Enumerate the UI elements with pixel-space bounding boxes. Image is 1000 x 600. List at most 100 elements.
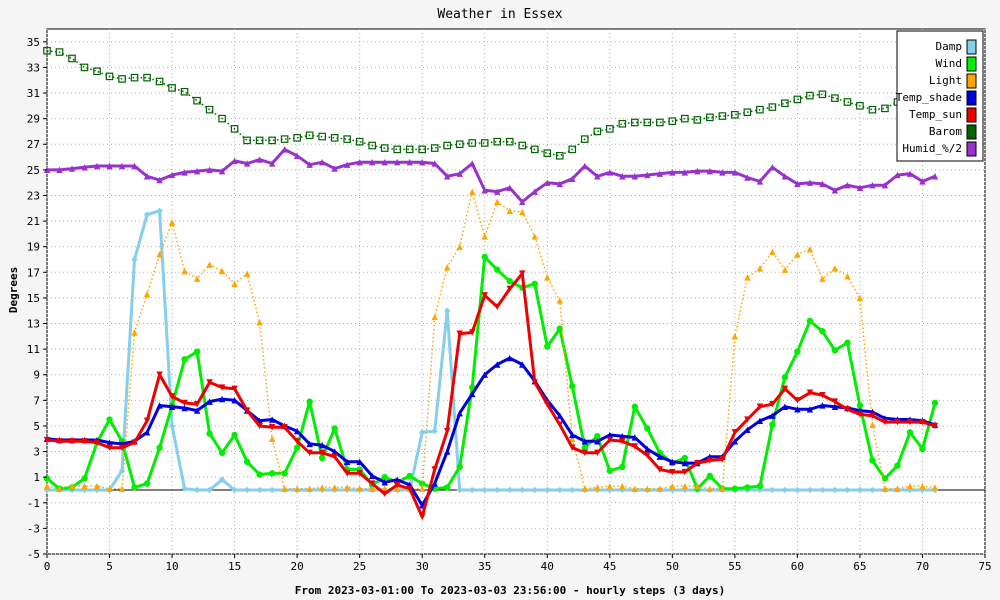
data-point: [143, 173, 151, 180]
data-point: [131, 162, 138, 170]
data-point: [218, 395, 226, 403]
data-point: [856, 402, 864, 409]
data-point: [706, 167, 714, 175]
data-point: [731, 485, 739, 492]
data-point: [168, 219, 176, 226]
data-point: [343, 458, 351, 466]
data-point: [418, 145, 427, 154]
data-point: [819, 402, 826, 409]
data-point: [281, 470, 288, 477]
data-point: [331, 484, 338, 491]
data-point: [544, 400, 551, 408]
data-point: [431, 313, 438, 321]
y-tick-label: 9: [33, 369, 40, 382]
data-point: [181, 404, 188, 412]
data-point: [218, 114, 226, 123]
data-point: [206, 430, 213, 437]
data-point: [106, 416, 113, 423]
data-point: [869, 421, 876, 428]
data-point: [455, 140, 464, 149]
legend-label: Barom: [929, 125, 962, 138]
data-point: [781, 374, 789, 381]
data-point: [481, 292, 488, 299]
data-point: [156, 251, 163, 258]
data-point: [519, 486, 526, 494]
y-tick-label: 1: [33, 471, 40, 484]
data-point: [619, 438, 626, 445]
data-point: [243, 136, 251, 145]
data-point: [331, 448, 338, 455]
data-point: [256, 156, 263, 163]
data-point: [181, 399, 188, 407]
data-point: [581, 438, 588, 445]
y-tick-label: 33: [27, 61, 40, 74]
data-point: [569, 383, 576, 390]
data-point: [819, 486, 826, 494]
series-temp-sun: [43, 270, 939, 521]
data-point: [419, 485, 426, 492]
data-point: [443, 141, 452, 150]
data-point: [869, 412, 876, 419]
data-point: [769, 486, 776, 494]
data-point: [68, 165, 76, 172]
data-point: [919, 445, 926, 453]
data-point: [131, 329, 138, 336]
data-point: [556, 421, 563, 428]
data-point: [631, 403, 639, 410]
data-point: [619, 432, 626, 440]
data-point: [694, 167, 701, 175]
data-point: [581, 444, 588, 451]
y-tick-label: 35: [27, 36, 40, 49]
data-point: [531, 379, 538, 386]
data-point: [844, 272, 851, 280]
data-point: [318, 132, 326, 141]
data-point: [293, 152, 301, 159]
data-point: [444, 427, 451, 435]
data-point: [168, 422, 176, 430]
data-point: [331, 165, 338, 172]
data-point: [431, 160, 438, 167]
data-point: [81, 438, 88, 445]
data-point: [719, 169, 726, 176]
data-point: [68, 438, 76, 445]
data-point: [494, 303, 501, 311]
data-point: [481, 371, 488, 378]
data-point: [594, 449, 601, 457]
data-point: [806, 389, 814, 396]
data-point: [668, 117, 677, 125]
data-point: [531, 188, 538, 195]
data-point: [681, 114, 689, 123]
data-point: [206, 486, 213, 494]
data-point: [444, 307, 451, 314]
data-point: [93, 482, 101, 490]
data-point: [605, 125, 614, 133]
data-point: [519, 361, 526, 368]
legend-label: Humid_%/2: [902, 142, 962, 155]
data-point: [831, 187, 839, 194]
x-tick-label: 60: [791, 560, 804, 573]
data-point: [143, 429, 151, 436]
data-point: [80, 63, 89, 72]
y-tick-label: 5: [33, 420, 40, 433]
data-point: [581, 162, 588, 170]
data-point: [568, 145, 577, 154]
data-point: [631, 434, 639, 441]
data-point: [206, 398, 213, 405]
data-point: [544, 274, 551, 281]
data-point: [118, 162, 126, 170]
data-point: [731, 333, 739, 340]
series-line: [46, 356, 936, 507]
data-point: [130, 73, 139, 82]
data-point: [193, 96, 201, 105]
data-point: [131, 439, 138, 446]
data-point: [644, 171, 651, 179]
data-point: [243, 160, 251, 167]
data-point: [393, 158, 401, 166]
y-tick-label: 21: [27, 215, 40, 228]
data-point: [293, 427, 301, 435]
x-tick-label: 65: [853, 560, 866, 573]
data-point: [856, 486, 864, 494]
data-point: [731, 438, 739, 445]
data-point: [718, 112, 727, 120]
